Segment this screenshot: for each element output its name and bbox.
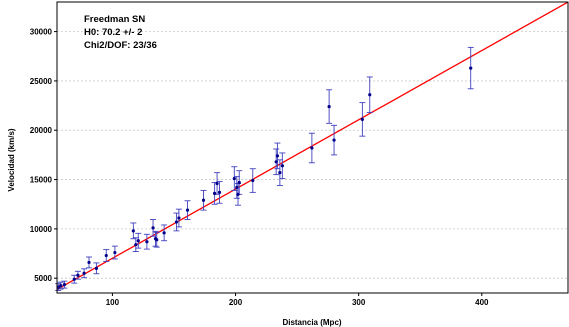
data-point bbox=[76, 273, 80, 277]
data-point bbox=[368, 93, 372, 97]
y-tick-label: 5000 bbox=[34, 274, 52, 283]
errorbar-layer bbox=[55, 46, 474, 291]
data-point bbox=[469, 66, 473, 70]
point-layer bbox=[56, 66, 473, 289]
y-tick-label: 20000 bbox=[30, 126, 53, 135]
legend-line-1: Freedman SN bbox=[84, 14, 145, 25]
data-point bbox=[232, 176, 236, 181]
data-point bbox=[360, 117, 364, 121]
data-point bbox=[131, 229, 135, 233]
data-point bbox=[275, 154, 280, 158]
data-point bbox=[215, 181, 219, 186]
data-point bbox=[332, 138, 336, 142]
data-point bbox=[236, 192, 240, 196]
x-tick-label: 100 bbox=[106, 298, 120, 307]
data-point bbox=[237, 180, 241, 185]
data-point bbox=[274, 160, 278, 164]
data-point bbox=[174, 220, 179, 224]
data-point bbox=[151, 226, 155, 230]
x-tick-label: 400 bbox=[475, 298, 489, 307]
y-tick-label: 10000 bbox=[30, 225, 53, 234]
data-point bbox=[162, 231, 166, 235]
data-point bbox=[185, 208, 190, 212]
data-point bbox=[327, 104, 331, 109]
data-point bbox=[72, 277, 76, 281]
y-axis-title: Velocidad (km/s) bbox=[7, 128, 16, 191]
data-point bbox=[62, 283, 66, 287]
data-point bbox=[104, 253, 108, 258]
x-tick-label: 200 bbox=[229, 298, 243, 307]
data-point bbox=[280, 164, 284, 168]
data-point bbox=[94, 266, 99, 270]
fit-layer bbox=[56, 1, 569, 291]
x-axis-title: Distancia (Mpc) bbox=[282, 318, 341, 327]
data-point bbox=[136, 239, 140, 243]
data-point bbox=[201, 198, 206, 202]
data-point bbox=[59, 284, 63, 288]
data-point bbox=[134, 243, 138, 247]
data-point bbox=[310, 146, 314, 150]
y-tick-label: 25000 bbox=[30, 77, 53, 86]
data-point bbox=[213, 191, 217, 195]
plot-frame bbox=[56, 1, 569, 294]
grid-layer bbox=[57, 31, 568, 279]
data-point bbox=[177, 216, 181, 220]
data-point bbox=[145, 240, 149, 244]
data-point bbox=[278, 171, 282, 175]
y-tick-label: 15000 bbox=[30, 176, 53, 185]
legend-line-2: H0: 70.2 +/- 2 bbox=[84, 27, 142, 38]
fit-line bbox=[56, 1, 569, 291]
legend-line-3: Chi2/DOF: 23/36 bbox=[84, 40, 157, 51]
y-tick-label: 30000 bbox=[30, 28, 53, 37]
data-point bbox=[155, 238, 159, 242]
data-point bbox=[82, 271, 86, 275]
data-point bbox=[87, 260, 91, 265]
data-point bbox=[113, 250, 117, 255]
data-point bbox=[217, 190, 222, 194]
data-point bbox=[235, 185, 239, 190]
tick-layer: 5000 10000 15000 20000 25000 30000 100 200 300 40… bbox=[30, 28, 489, 307]
data-point bbox=[251, 178, 255, 183]
x-tick-label: 300 bbox=[352, 298, 366, 307]
